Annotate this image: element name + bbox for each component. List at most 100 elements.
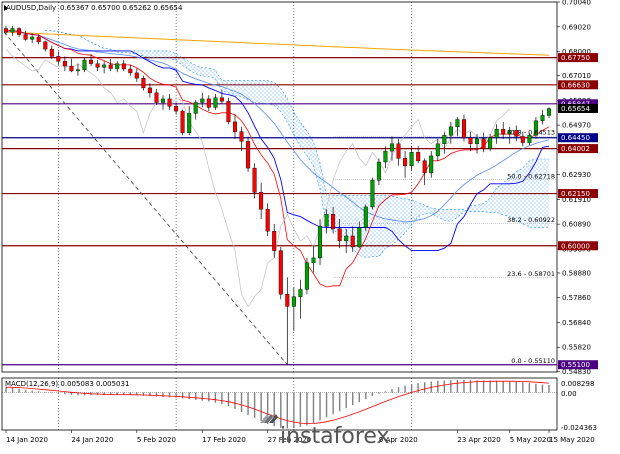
candle-body	[318, 226, 323, 259]
candle-body	[180, 110, 185, 134]
time-axis: 14 Jan 2020 24 Jan 2020 5 Feb 2020 17 Feb 2…	[5, 430, 595, 444]
macd-axis-zero: 0.00	[561, 390, 577, 398]
fib-label: 23.6 - 0.58701	[507, 270, 555, 278]
candle-body	[95, 63, 100, 68]
y-tick-label: 0.54830	[562, 368, 591, 376]
candle-body	[23, 34, 28, 40]
y-tick-label: 0.58880	[562, 269, 591, 277]
price-tag	[558, 189, 598, 199]
candle-body	[128, 68, 133, 74]
price-panel-frame	[1, 1, 558, 373]
candle-body	[488, 137, 493, 149]
price-tag	[558, 144, 598, 154]
candle-body	[219, 97, 224, 102]
x-tick-label: 5 May 2020	[510, 436, 551, 444]
candle-body	[285, 294, 290, 307]
candle-body	[514, 130, 519, 137]
candle-body	[36, 36, 41, 43]
fib-label: 38.2 - 0.60922	[507, 216, 555, 224]
x-tick-label: 17 Feb 2020	[202, 436, 246, 444]
tenkan-line	[5, 29, 550, 288]
candle-body	[252, 167, 257, 193]
price-tag-label: 0.62150	[561, 190, 590, 198]
x-tick-label: 23 Apr 2020	[457, 436, 500, 444]
candles	[3, 26, 552, 365]
candle-body	[468, 137, 473, 144]
candle-body	[232, 121, 237, 132]
fib-labels: 61.8 - 0.64513 50.0 - 0.62718 38.2 - 0.609…	[333, 129, 557, 365]
y-tick-label: 0.56840	[562, 319, 591, 327]
candle-body	[174, 105, 179, 112]
candle-body	[501, 128, 506, 135]
kijun-line	[5, 29, 550, 252]
ma-orange-line	[5, 31, 550, 56]
candle-body	[357, 227, 362, 248]
header-ohlc: 0.65367 0.65700 0.65262 0.65654	[60, 4, 183, 12]
x-tick-label: 14 Jan 2020	[6, 436, 48, 444]
y-tick-label: 0.64970	[562, 122, 591, 130]
candle-body	[481, 138, 486, 149]
candle-body	[75, 69, 80, 72]
fib-label: 50.0 - 0.62718	[507, 172, 555, 180]
macd-axis-top: 0.008298	[561, 380, 594, 388]
y-tick-label: 0.67010	[562, 72, 591, 80]
candle-body	[193, 102, 198, 114]
candle-body	[540, 115, 545, 121]
y-tick-label: 0.55820	[562, 344, 591, 352]
candle-body	[331, 213, 336, 229]
senkou-a-line	[45, 30, 549, 258]
candle-body	[383, 150, 388, 163]
fib-label: 61.8 - 0.64513	[507, 129, 555, 137]
trendline-dashed	[3, 31, 288, 365]
candle-body	[278, 250, 283, 295]
candle-body	[462, 119, 467, 138]
candle-body	[337, 228, 342, 242]
candle-body	[69, 65, 74, 72]
watermark: instaforex	[260, 414, 390, 449]
candle-body	[17, 28, 22, 35]
y-tick-label: 0.69020	[562, 23, 591, 31]
candle-body	[363, 206, 368, 228]
candle-body	[403, 158, 408, 166]
candle-body	[298, 289, 303, 298]
x-tick-label: 15 May 2020	[549, 436, 595, 444]
candle-body	[49, 48, 54, 57]
header-arrow-icon	[4, 5, 8, 11]
candle-body	[246, 141, 251, 169]
candle-body	[62, 61, 67, 67]
price-tag	[558, 53, 598, 63]
candle-body	[102, 64, 107, 68]
y-tick-label: 0.61910	[562, 196, 591, 204]
fib-label: 0.0 - 0.55110	[511, 357, 555, 365]
watermark-logo-icon	[260, 414, 278, 423]
candle-body	[475, 138, 480, 144]
candle-body	[390, 143, 395, 152]
x-tick-label: 5 Feb 2020	[137, 436, 176, 444]
candle-body	[121, 63, 126, 70]
price-tag	[558, 80, 598, 90]
candle-body	[108, 64, 113, 69]
candle-body	[494, 128, 499, 138]
candle-body	[82, 59, 87, 70]
price-tag-label: 0.55100	[561, 361, 590, 369]
price-tag	[558, 241, 598, 251]
candle-body	[265, 209, 270, 232]
candle-body	[370, 179, 375, 208]
price-tag-label: 0.66630	[561, 81, 590, 89]
candle-body	[455, 119, 460, 128]
candle-body	[43, 41, 48, 50]
y-tick-label: 0.62930	[562, 171, 591, 179]
candle-body	[442, 135, 447, 145]
ichimoku-cloud	[45, 30, 550, 258]
candle-body	[10, 28, 15, 33]
candle-body	[272, 230, 277, 251]
candle-body	[226, 101, 231, 123]
candle-body	[259, 192, 264, 210]
macd-label: MACD(12,26,9) 0.005083 0.005031	[5, 380, 129, 388]
x-tick-label: 24 Jan 2020	[71, 436, 113, 444]
candle-body	[167, 98, 172, 107]
candle-body	[520, 136, 525, 143]
y-tick-label: 0.60890	[562, 221, 591, 229]
candle-body	[147, 87, 152, 94]
